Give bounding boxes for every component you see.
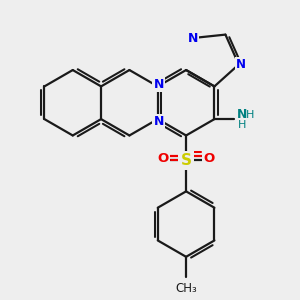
Text: H: H — [246, 110, 255, 120]
Text: N: N — [188, 32, 198, 44]
Text: N: N — [236, 58, 246, 71]
Text: O: O — [203, 152, 214, 165]
Text: N: N — [237, 108, 247, 121]
Text: O: O — [158, 152, 169, 165]
Text: N: N — [154, 115, 164, 128]
Text: N: N — [154, 78, 164, 91]
Text: H: H — [238, 120, 246, 130]
Text: CH₃: CH₃ — [175, 282, 197, 295]
Text: S: S — [181, 153, 192, 168]
